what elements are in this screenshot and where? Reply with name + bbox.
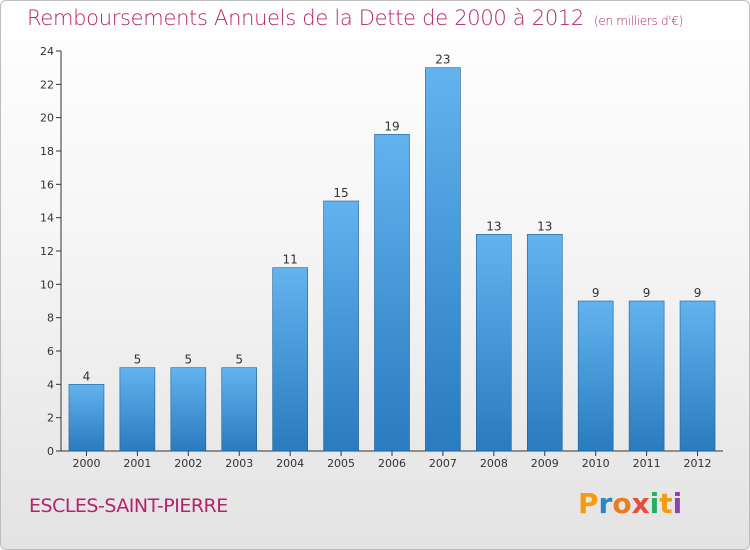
logo-letter: P	[578, 487, 599, 520]
x-tick-label: 2008	[480, 457, 508, 470]
x-tick-label: 2012	[684, 457, 712, 470]
logo-letter: i	[649, 487, 660, 520]
x-tick-label: 2001	[123, 457, 151, 470]
data-label: 19	[384, 119, 399, 133]
bar	[374, 134, 410, 452]
y-tick-label: 22	[40, 78, 54, 91]
y-tick-label: 20	[40, 112, 54, 125]
x-tick-label: 2010	[582, 457, 610, 470]
bar	[526, 234, 563, 452]
bar	[628, 300, 665, 452]
data-label: 5	[235, 353, 243, 367]
chart-subtitle: (en milliers d'€)	[594, 14, 684, 28]
y-tick-label: 18	[40, 145, 54, 158]
y-tick-label: 8	[47, 312, 54, 325]
x-tick-label: 2005	[327, 457, 355, 470]
data-label: 23	[435, 53, 450, 67]
y-tick-label: 24	[40, 45, 54, 58]
data-label: 4	[83, 369, 91, 383]
y-tick-label: 10	[40, 278, 54, 291]
bar	[119, 367, 156, 452]
bar	[679, 300, 716, 452]
bar	[425, 67, 461, 452]
bar	[170, 367, 207, 452]
logo-letter: x	[631, 487, 650, 520]
y-tick-label: 2	[47, 412, 54, 425]
y-tick-label: 0	[47, 445, 54, 458]
x-tick-label: 2007	[429, 457, 457, 470]
data-label: 9	[592, 286, 600, 300]
chart-title: Remboursements Annuels de la Dette de 20…	[27, 6, 683, 30]
y-tick-label: 16	[40, 178, 54, 191]
data-label: 5	[134, 353, 142, 367]
chart-title-text: Remboursements Annuels de la Dette de 20…	[27, 6, 584, 30]
x-tick-label: 2004	[276, 457, 304, 470]
data-label: 5	[184, 353, 192, 367]
data-label: 11	[283, 253, 298, 267]
bar	[476, 234, 512, 452]
x-tick-label: 2000	[72, 457, 100, 470]
x-tick-label: 2009	[531, 457, 559, 470]
x-tick-label: 2003	[225, 457, 253, 470]
bar	[221, 367, 258, 452]
y-tick-label: 4	[47, 378, 54, 391]
bar	[68, 384, 105, 452]
y-tick-label: 6	[47, 345, 54, 358]
bar	[323, 200, 359, 452]
data-label: 9	[694, 286, 702, 300]
logo-letter: o	[612, 487, 632, 520]
y-tick-label: 12	[40, 245, 54, 258]
x-tick-label: 2011	[633, 457, 661, 470]
y-tick-label: 14	[40, 212, 54, 225]
logo-letter: r	[598, 487, 613, 520]
proxiti-logo: Proxiti	[578, 487, 682, 520]
logo-letter: t	[659, 487, 673, 520]
data-label: 13	[537, 219, 552, 233]
bars	[68, 67, 716, 452]
bar	[272, 267, 308, 452]
x-tick-label: 2006	[378, 457, 406, 470]
value-labels: 4 5 5 5 11 15 19 23 13 13 9 9 9	[83, 53, 702, 384]
city-name: ESCLES-SAINT-PIERRE	[29, 495, 228, 517]
logo-letter: i	[672, 487, 683, 520]
data-label: 13	[486, 219, 501, 233]
bar	[577, 300, 614, 452]
data-label: 9	[643, 286, 651, 300]
data-label: 15	[333, 186, 348, 200]
x-tick-label: 2002	[174, 457, 202, 470]
